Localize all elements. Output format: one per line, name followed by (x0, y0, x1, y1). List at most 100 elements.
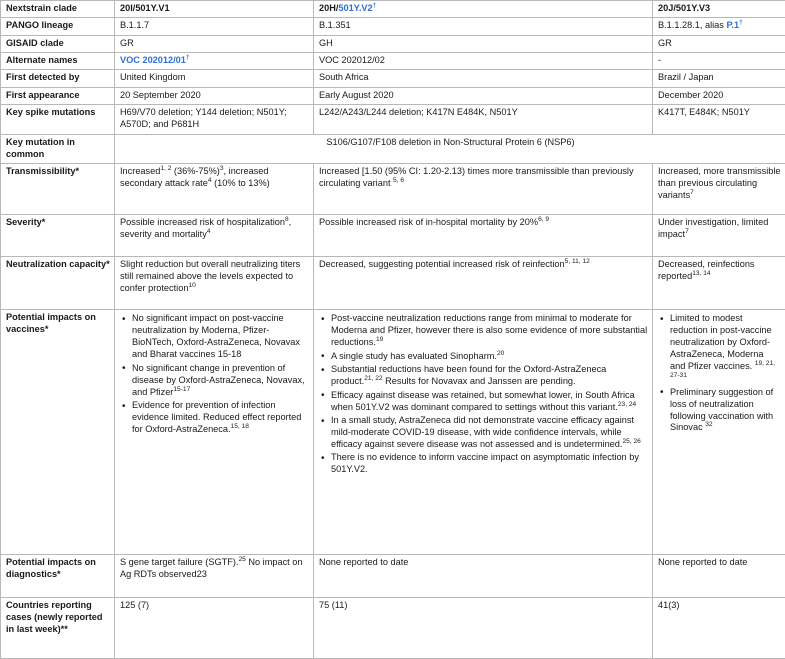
neut-v1-text: Slight reduction but overall neutralizin… (120, 259, 301, 294)
cell-transmissibility-v1: Increased1, 2 (36%-75%)3, increased seco… (114, 163, 314, 216)
bullet-text: Post-vaccine neutralization reductions r… (331, 313, 648, 348)
cell-alt-names-v1: VOC 202012/01† (114, 51, 314, 71)
cell-spike-v3: K417T, E484K; N501Y (652, 103, 785, 135)
sev-v2-text: Possible increased risk of in-hospital m… (319, 217, 539, 228)
bullet-reference: 15-17 (173, 385, 191, 393)
clade-prefix-v2: 20H/ (319, 3, 339, 13)
diag-v1-b: No impact on Ag RDTs observed23 (120, 556, 303, 579)
cell-diagnostics-v1: S gene target failure (SGTF).25 No impac… (114, 553, 314, 598)
cell-diagnostics-v3: None reported to date (652, 553, 785, 598)
cell-gisaid-v3: GR (652, 34, 785, 53)
bullet-text: There is no evidence to inform vaccine i… (331, 452, 639, 475)
trans-v3-text: Increased, more transmissible than previ… (658, 166, 781, 201)
diag-v1-a: S gene target failure (SGTF). (120, 556, 239, 567)
bullet-reference: 32 (705, 421, 713, 429)
bullet-text: Preliminary suggestion of loss of neutra… (670, 386, 774, 433)
link-voc-202012-01[interactable]: VOC 202012/01 (120, 54, 186, 65)
trans-v1-ref-a: 1, 2 (160, 165, 172, 173)
sev-v1-a: Possible increased risk of hospitalizati… (120, 217, 285, 228)
cell-pango-v3: B.1.1.28.1, alias P.1† (652, 17, 785, 36)
trans-v1-d: (10% to 13%) (211, 178, 270, 189)
cell-appearance-v3: December 2020 (652, 86, 785, 105)
bullet-reference: 21, 22 (364, 375, 383, 383)
cell-gisaid-v2: GH (313, 34, 653, 53)
cell-diagnostics-v2: None reported to date (313, 553, 653, 598)
bullet-text: No significant change in prevention of d… (132, 362, 305, 397)
row-label-alternate-names: Alternate names (0, 51, 115, 71)
bullet-text: Limited to modest reduction in post-vacc… (670, 313, 772, 372)
neut-v3-ref: 13, 14 (692, 270, 711, 278)
cell-countries-v2: 75 (11) (313, 596, 653, 659)
bullet-reference: 19, 21, 27-31 (670, 360, 775, 380)
cell-gisaid-v1: GR (114, 34, 314, 53)
bullet-text: No significant impact on post-vaccine ne… (132, 313, 300, 360)
sev-v3-text: Under investigation, limited impact (658, 217, 769, 240)
bullet-reference: 25, 26 (622, 437, 641, 445)
diag-v1-ref: 25 (238, 555, 246, 563)
sev-v1-b: , severity and mortality (120, 217, 292, 240)
vaccines-v3-bullet-list: Limited to modest reduction in post-vacc… (658, 313, 781, 434)
row-label-nextstrain-clade: Nextstrain clade (0, 0, 115, 19)
dagger-mark-v3: † (739, 19, 743, 27)
cell-neutralization-v3: Decreased, reinfections reported13, 14 (652, 256, 785, 311)
table-row-gisaid-clade: GISAID clade GR GH GR (0, 34, 785, 53)
row-label-first-detected-by: First detected by (0, 69, 115, 88)
table-row-first-detected-by: First detected by United Kingdom South A… (0, 69, 785, 88)
cell-countries-v3: 41(3) (652, 596, 785, 659)
row-label-key-spike-mutations: Key spike mutations (0, 103, 115, 135)
table-row-pango-lineage: PANGO lineage B.1.1.7 B.1.351 B.1.1.28.1… (0, 17, 785, 36)
pango-prefix-v3: B.1.1.28.1, alias (658, 20, 727, 31)
cell-transmissibility-v3: Increased, more transmissible than previ… (652, 163, 785, 216)
bullet-item: Preliminary suggestion of loss of neutra… (660, 386, 781, 435)
cell-appearance-v2: Early August 2020 (313, 86, 653, 105)
cell-alt-names-v3: - (652, 51, 785, 71)
dagger-mark-v2: † (372, 1, 377, 9)
table-row-neutralization-capacity: Neutralization capacity* Slight reductio… (0, 256, 785, 311)
bullet-item: There is no evidence to inform vaccine i… (321, 452, 648, 476)
cell-severity-v1: Possible increased risk of hospitalizati… (114, 214, 314, 258)
bullet-item: Efficacy against disease was retained, b… (321, 389, 648, 414)
vaccines-v2-bullet-list: Post-vaccine neutralization reductions r… (319, 313, 648, 476)
row-label-countries-reporting-cases: Countries reporting cases (newly reporte… (0, 596, 115, 659)
cell-neutralization-v1: Slight reduction but overall neutralizin… (114, 256, 314, 311)
sev-v1-ref-a: 8 (284, 216, 289, 224)
sev-v3-ref: 7 (685, 228, 689, 236)
bullet-item: Evidence for prevention of infection evi… (122, 400, 309, 436)
row-label-neutralization-capacity: Neutralization capacity* (0, 256, 115, 311)
cell-detected-v1: United Kingdom (114, 69, 314, 88)
table-row-nextstrain-clade: Nextstrain clade 20I/501Y.V1 20H/501Y.V2… (0, 0, 785, 19)
link-p1[interactable]: P.1 (726, 20, 740, 31)
link-501y-v2[interactable]: 501Y.V2 (338, 3, 373, 13)
bullet-item: No significant change in prevention of d… (122, 362, 309, 399)
bullet-reference: 19 (375, 336, 384, 344)
cell-pango-v2: B.1.351 (313, 17, 653, 36)
cell-nextstrain-clade-v2: 20H/501Y.V2† (313, 0, 653, 19)
row-label-pango-lineage: PANGO lineage (0, 17, 115, 36)
table-row-key-spike-mutations: Key spike mutations H69/V70 deletion; Y1… (0, 103, 785, 135)
trans-v2-ref: 5, 6 (393, 177, 405, 185)
bullet-item: Limited to modest reduction in post-vacc… (660, 313, 781, 385)
table-row-first-appearance: First appearance 20 September 2020 Early… (0, 86, 785, 105)
dagger-mark-alt-v1: † (185, 53, 190, 61)
cell-neutralization-v2: Decreased, suggesting potential increase… (313, 256, 653, 311)
bullet-text-continued: Results for Novavax and Janssen are pend… (382, 376, 576, 387)
row-label-gisaid-clade: GISAID clade (0, 34, 115, 53)
cell-spike-v2: L242/A243/L244 deletion; K417N E484K, N5… (313, 103, 653, 135)
cell-detected-v2: South Africa (313, 69, 653, 88)
row-label-key-mutation-in-common: Key mutation in common (0, 133, 115, 165)
table-row-transmissibility: Transmissibility* Increased1, 2 (36%-75%… (0, 163, 785, 216)
row-label-severity: Severity* (0, 214, 115, 258)
cell-alt-names-v2: VOC 202012/02 (313, 51, 653, 71)
row-label-potential-impacts-on-diagnostics: Potential impacts on diagnostics* (0, 553, 115, 598)
bullet-item: Substantial reductions have been found f… (321, 364, 648, 388)
table-row-key-mutation-in-common: Key mutation in common S106/G107/F108 de… (0, 133, 785, 165)
bullet-reference: 20 (497, 349, 505, 357)
cell-vaccines-v2: Post-vaccine neutralization reductions r… (313, 309, 653, 555)
trans-v1-ref-b: 3 (219, 165, 224, 173)
cell-vaccines-v3: Limited to modest reduction in post-vacc… (652, 309, 785, 555)
table-row-potential-impacts-on-vaccines: Potential impacts on vaccines* No signif… (0, 309, 785, 555)
cell-nextstrain-clade-v3: 20J/501Y.V3 (652, 0, 785, 19)
trans-v3-ref: 7 (690, 189, 694, 197)
neut-v1-ref: 10 (188, 282, 196, 290)
